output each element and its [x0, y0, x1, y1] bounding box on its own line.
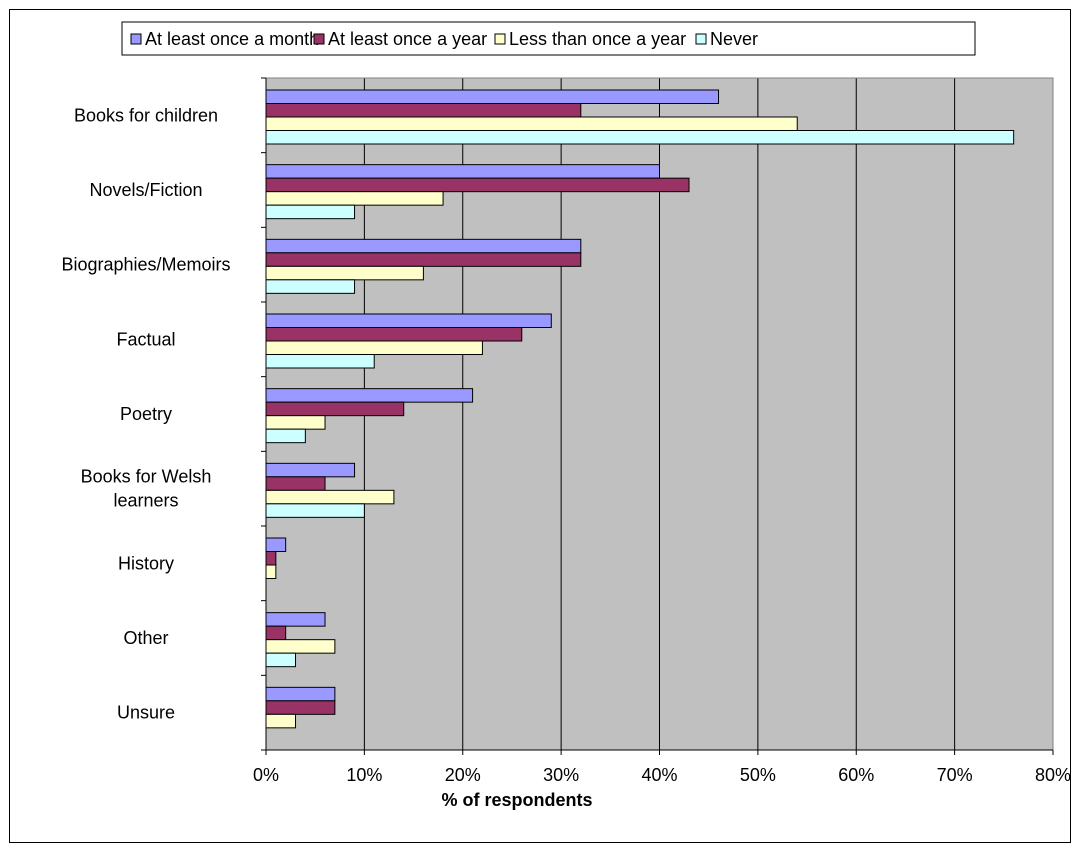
- x-tick-label: 30%: [543, 765, 579, 785]
- bar-4-8: [265, 652, 297, 668]
- bar-1-9: [265, 686, 336, 702]
- category-label: Books for Welsh learners: [81, 467, 212, 511]
- category-label: Books for children: [74, 105, 218, 125]
- legend-label-2: At least once a year: [328, 29, 487, 49]
- bar-1-5: [265, 388, 474, 403]
- bar-1-7: [265, 537, 287, 552]
- bar-2-9: [265, 700, 336, 715]
- legend-label-1: At least once a month: [145, 29, 319, 49]
- bar-2-6: [265, 476, 326, 491]
- bar-4-2: [265, 204, 356, 220]
- x-tick-label: 40%: [641, 765, 677, 785]
- x-tick-label: 50%: [740, 765, 776, 785]
- bar-2-5: [265, 401, 405, 417]
- category-label: Other: [123, 628, 168, 648]
- legend: At least once a month At least once a yea…: [121, 21, 976, 56]
- bar-3-2: [265, 191, 444, 206]
- bar-chart: At least once a month At least once a yea…: [61, 21, 1070, 810]
- bar-2-2: [265, 177, 690, 193]
- bar-4-4: [265, 354, 375, 369]
- plot-area: 0% 10% 20% 30% 40% 50% 60% 70% 80% Books for chil…: [61, 77, 1070, 785]
- bar-2-4: [265, 327, 523, 342]
- chart-frame: At least once a month At least once a yea…: [9, 9, 1071, 843]
- bar-1-3: [265, 238, 582, 254]
- bar-2-7: [265, 551, 277, 566]
- bar-1-8: [265, 612, 326, 627]
- legend-swatch-4: [695, 33, 707, 45]
- x-tick-label: 70%: [937, 765, 973, 785]
- bar-3-1: [265, 116, 798, 131]
- bar-2-3: [265, 252, 582, 267]
- x-tick-label: 0%: [253, 765, 279, 785]
- bar-3-3: [265, 265, 424, 281]
- bar-4-6: [265, 503, 365, 518]
- legend-swatch-3: [494, 33, 506, 45]
- x-axis-title: % of respondents: [441, 790, 592, 810]
- legend-label-4: Never: [710, 29, 758, 49]
- legend-box: [121, 21, 976, 56]
- bar-1-6: [265, 462, 356, 478]
- legend-swatch-1: [130, 33, 142, 45]
- category-label: Poetry: [120, 404, 172, 424]
- bar-1-2: [265, 164, 660, 179]
- bar-4-5: [265, 428, 306, 444]
- bar-3-8: [265, 639, 336, 654]
- bar-3-7: [265, 564, 277, 579]
- bar-1-1: [265, 89, 720, 104]
- bar-3-6: [265, 489, 395, 505]
- category-label: Biographies/Memoirs: [61, 255, 230, 275]
- category-label: History: [118, 553, 174, 573]
- bar-3-4: [265, 340, 483, 355]
- category-label: Unsure: [117, 703, 175, 723]
- x-tick-label: 80%: [1035, 765, 1070, 785]
- x-tick-label: 60%: [838, 765, 874, 785]
- category-label: Novels/Fiction: [89, 180, 202, 200]
- bar-4-3: [265, 279, 356, 294]
- bar-2-8: [265, 625, 287, 641]
- bar-3-5: [265, 415, 326, 430]
- legend-swatch-2: [313, 33, 325, 45]
- x-tick-label: 10%: [346, 765, 382, 785]
- category-label: Factual: [116, 329, 175, 349]
- bar-3-9: [265, 713, 297, 729]
- x-tick-label: 20%: [445, 765, 481, 785]
- legend-label-3: Less than once a year: [509, 29, 686, 49]
- bar-1-4: [265, 313, 552, 328]
- bar-2-1: [265, 103, 582, 118]
- bar-4-1: [265, 130, 1015, 145]
